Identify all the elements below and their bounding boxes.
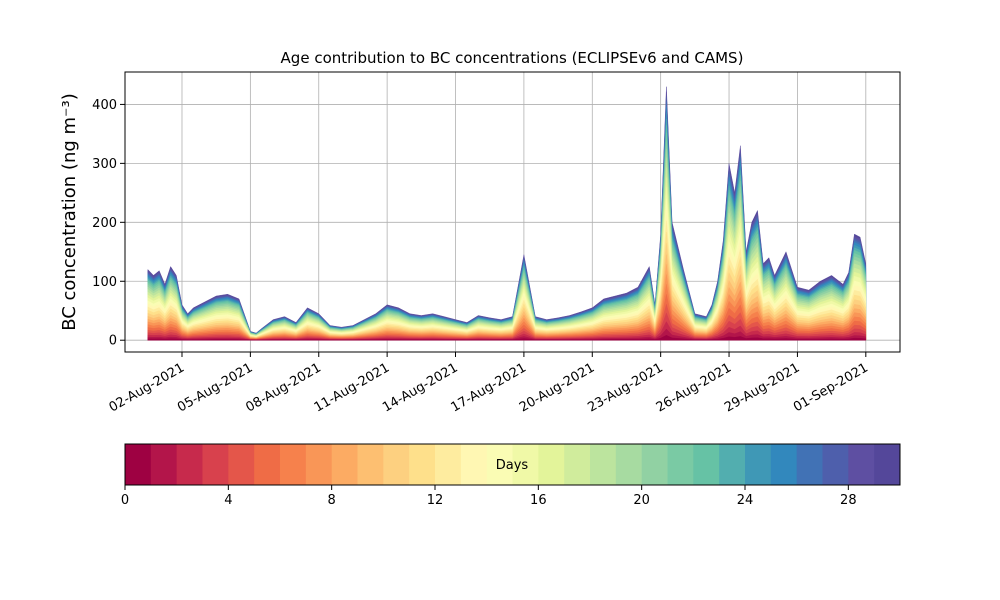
x-tick-label: 20-Aug-2021 bbox=[517, 360, 597, 415]
x-tick-label: 23-Aug-2021 bbox=[585, 360, 665, 415]
plot-frame bbox=[124, 71, 901, 353]
colorbar-bin bbox=[176, 444, 203, 485]
age-stack-areas bbox=[147, 86, 866, 341]
colorbar-bin bbox=[796, 444, 823, 485]
x-tick-label: 14-Aug-2021 bbox=[380, 360, 460, 415]
y-tick-label: 400 bbox=[92, 98, 117, 113]
colorbar-tick-label: 4 bbox=[224, 493, 232, 508]
colorbar-bin bbox=[125, 444, 152, 485]
chart-title: Age contribution to BC concentrations (E… bbox=[281, 49, 744, 67]
colorbar-bin bbox=[693, 444, 720, 485]
y-axis-ticks: 0 100 200 300 400 bbox=[92, 98, 125, 349]
age-band-0 bbox=[147, 334, 866, 341]
colorbar-bin bbox=[254, 444, 281, 485]
colorbar-ticks: 0 4 8 12 16 20 24 28 bbox=[121, 485, 857, 508]
colorbar-bin bbox=[202, 444, 229, 485]
colorbar-bin bbox=[150, 444, 178, 485]
x-axis-ticks: 02-Aug-202105-Aug-202108-Aug-202111-Aug-… bbox=[107, 352, 871, 416]
y-tick-label: 200 bbox=[92, 216, 117, 231]
colorbar-bins bbox=[125, 444, 901, 485]
colorbar-tick-label: 12 bbox=[427, 493, 444, 508]
colorbar-bin bbox=[641, 444, 668, 485]
x-tick-label: 08-Aug-2021 bbox=[243, 360, 323, 415]
colorbar-frame bbox=[124, 443, 901, 486]
colorbar-bin bbox=[770, 444, 798, 485]
colorbar-bin bbox=[512, 444, 539, 485]
x-tick-label: 17-Aug-2021 bbox=[449, 360, 529, 415]
colorbar-bin bbox=[435, 444, 462, 485]
x-tick-label: 01-Sep-2021 bbox=[791, 360, 871, 415]
colorbar-bin bbox=[383, 444, 410, 485]
x-tick-label: 02-Aug-2021 bbox=[107, 360, 187, 415]
colorbar-bin bbox=[357, 444, 384, 485]
colorbar-tick-label: 16 bbox=[530, 493, 547, 508]
x-tick-label: 29-Aug-2021 bbox=[722, 360, 802, 415]
colorbar-tick-label: 28 bbox=[840, 493, 857, 508]
colorbar-label: Days bbox=[496, 458, 529, 473]
colorbar-bin bbox=[538, 444, 565, 485]
colorbar-bin bbox=[409, 444, 436, 485]
x-tick-label: 26-Aug-2021 bbox=[654, 360, 734, 415]
colorbar-bin bbox=[305, 444, 333, 485]
colorbar-bin bbox=[822, 444, 849, 485]
y-tick-label: 100 bbox=[92, 275, 117, 290]
colorbar: Days 0 4 8 12 16 20 24 28 bbox=[121, 443, 901, 508]
colorbar-bin bbox=[590, 444, 617, 485]
colorbar-bin bbox=[564, 444, 591, 485]
y-tick-label: 0 bbox=[109, 334, 117, 349]
colorbar-bin bbox=[486, 444, 513, 485]
x-tick-label: 05-Aug-2021 bbox=[175, 360, 255, 415]
colorbar-bin bbox=[460, 444, 488, 485]
y-tick-label: 300 bbox=[92, 157, 117, 172]
colorbar-bin bbox=[745, 444, 772, 485]
colorbar-bin bbox=[331, 444, 358, 485]
colorbar-bin bbox=[615, 444, 643, 485]
colorbar-tick-label: 24 bbox=[737, 493, 754, 508]
colorbar-bin bbox=[280, 444, 307, 485]
colorbar-bin bbox=[228, 444, 255, 485]
x-tick-label: 11-Aug-2021 bbox=[312, 360, 392, 415]
colorbar-tick-label: 8 bbox=[328, 493, 336, 508]
colorbar-bin bbox=[719, 444, 746, 485]
colorbar-tick-label: 20 bbox=[633, 493, 650, 508]
colorbar-tick-label: 0 bbox=[121, 493, 129, 508]
colorbar-bin bbox=[874, 444, 901, 485]
y-axis-label: BC concentration (ng m⁻³) bbox=[59, 93, 80, 331]
plot-area: 0 100 200 300 400 02-Aug-202105-Aug-202108-A… bbox=[92, 71, 901, 416]
colorbar-bin bbox=[848, 444, 875, 485]
colorbar-bin bbox=[667, 444, 694, 485]
